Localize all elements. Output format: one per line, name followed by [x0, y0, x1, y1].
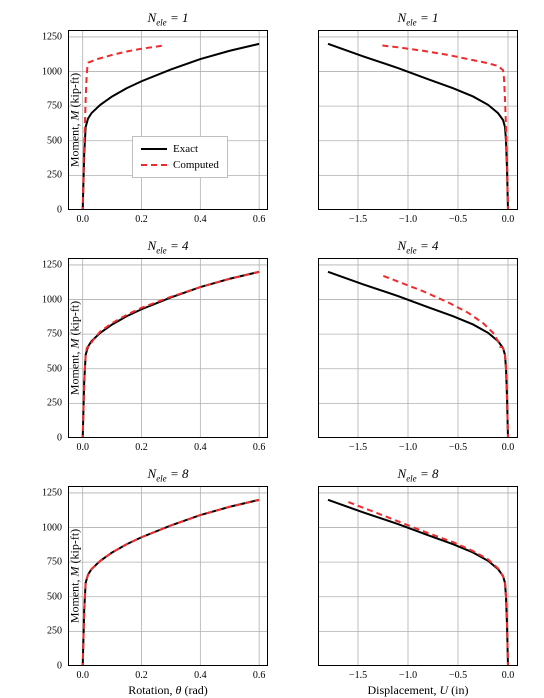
panel-title: Nele = 1 — [68, 10, 268, 28]
panel-title: Nele = 4 — [68, 238, 268, 256]
plot-area — [318, 486, 518, 666]
ytick-label: 750 — [47, 101, 62, 112]
legend-swatch — [141, 148, 167, 150]
ytick-label: 1000 — [42, 66, 62, 77]
xtick-label: 0.0 — [76, 442, 89, 453]
xtick-label: −1.0 — [399, 214, 417, 225]
xtick-label: 0.6 — [253, 214, 266, 225]
xtick-label: 0.6 — [253, 670, 266, 681]
figure: Nele = 1 Moment, M (kip-ft) 0.0 0.2 0.4 0.6 0 2… — [0, 0, 544, 697]
panel-1: Nele = 1−1.5−1.0−0.50.0 — [318, 30, 518, 210]
ytick-label: 250 — [47, 626, 62, 637]
xlabel: Rotation, θ (rad) — [68, 683, 268, 698]
ytick-label: 500 — [47, 363, 62, 374]
series-exact — [328, 272, 510, 438]
ytick-label: 0 — [57, 205, 62, 216]
ytick-label: 500 — [47, 591, 62, 602]
xtick-label: −0.5 — [449, 442, 467, 453]
xtick-label: 0.0 — [502, 670, 515, 681]
xtick-label: −1.5 — [349, 670, 367, 681]
series-exact — [328, 44, 510, 210]
panel-3: Nele = 4−1.5−1.0−0.50.0 — [318, 258, 518, 438]
xtick-label: −1.0 — [399, 442, 417, 453]
ylabel: Moment, M (kip-ft) — [68, 529, 83, 623]
xtick-label: 0.2 — [135, 670, 148, 681]
ytick-label: 1250 — [42, 31, 62, 42]
ytick-label: 0 — [57, 661, 62, 672]
legend-swatch — [141, 164, 167, 166]
plot-area — [318, 258, 518, 438]
xtick-label: −1.5 — [349, 442, 367, 453]
ytick-label: 250 — [47, 398, 62, 409]
series-exact — [80, 500, 259, 666]
xtick-label: −1.5 — [349, 214, 367, 225]
ylabel: Moment, M (kip-ft) — [68, 73, 83, 167]
xtick-label: 0.2 — [135, 214, 148, 225]
panel-5: Nele = 8Displacement, U (in)−1.5−1.0−0.5… — [318, 486, 518, 666]
ytick-label: 250 — [47, 170, 62, 181]
xtick-label: 0.0 — [76, 670, 89, 681]
xtick-label: 0.4 — [194, 442, 207, 453]
xtick-label: 0.2 — [135, 442, 148, 453]
series-exact — [80, 44, 259, 210]
legend: Exact Computed — [132, 136, 228, 178]
ytick-label: 750 — [47, 557, 62, 568]
xtick-label: 0.4 — [194, 670, 207, 681]
ytick-label: 1000 — [42, 294, 62, 305]
legend-label: Computed — [173, 159, 219, 171]
panel-2: Nele = 4Moment, M (kip-ft)0.00.20.40.602… — [68, 258, 268, 438]
legend-label: Exact — [173, 143, 198, 155]
series-computed — [80, 500, 259, 666]
legend-item: Exact — [141, 141, 219, 157]
xtick-label: 0.6 — [253, 442, 266, 453]
plot-area — [68, 258, 268, 438]
panel-title: Nele = 4 — [318, 238, 518, 256]
panel-0: Nele = 1Moment, M (kip-ft)0.00.20.40.602… — [68, 30, 268, 210]
ytick-label: 1250 — [42, 487, 62, 498]
series-exact — [328, 500, 510, 666]
plot-area — [318, 30, 518, 210]
panel-title: Nele = 1 — [318, 10, 518, 28]
series-computed — [380, 275, 510, 438]
panel-title: Nele = 8 — [68, 466, 268, 484]
series-computed — [80, 272, 259, 438]
ytick-label: 750 — [47, 329, 62, 340]
series-computed — [348, 502, 510, 666]
xtick-label: −1.0 — [399, 670, 417, 681]
xtick-label: 0.4 — [194, 214, 207, 225]
series-computed — [380, 45, 510, 210]
legend-item: Computed — [141, 157, 219, 173]
xlabel: Displacement, U (in) — [318, 683, 518, 698]
xtick-label: −0.5 — [449, 214, 467, 225]
plot-area — [68, 486, 268, 666]
xtick-label: 0.0 — [502, 442, 515, 453]
panel-title: Nele = 8 — [318, 466, 518, 484]
xtick-label: 0.0 — [76, 214, 89, 225]
xtick-label: −0.5 — [449, 670, 467, 681]
ytick-label: 500 — [47, 135, 62, 146]
panel-4: Nele = 8Moment, M (kip-ft)Rotation, θ (r… — [68, 486, 268, 666]
ytick-label: 1000 — [42, 522, 62, 533]
series-computed — [80, 45, 165, 210]
xtick-label: 0.0 — [502, 214, 515, 225]
ytick-label: 0 — [57, 433, 62, 444]
plot-area — [68, 30, 268, 210]
ylabel: Moment, M (kip-ft) — [68, 301, 83, 395]
ytick-label: 1250 — [42, 259, 62, 270]
